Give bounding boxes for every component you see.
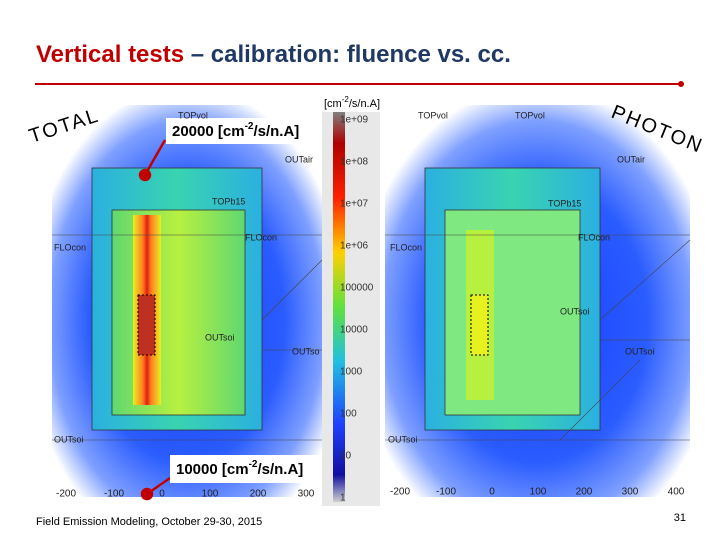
- page-number: 31: [674, 512, 686, 524]
- annotation-box: [166, 118, 320, 144]
- right-simulation: [385, 105, 691, 497]
- colorbar-label: 10000: [340, 325, 368, 336]
- colorbar-label: 1000: [340, 367, 363, 378]
- axis-label: 300: [622, 487, 639, 498]
- colorbar-unit: [cm-2/s/n.A]: [324, 95, 380, 110]
- annotation-box: [170, 455, 322, 483]
- annotation-sup: -2: [245, 121, 254, 132]
- region-label: FLOcon: [245, 232, 277, 242]
- axis-label: 0: [489, 487, 495, 498]
- annotation: 10000 [cm-2/s/n.A]: [176, 459, 303, 478]
- axis-label: -100: [436, 487, 456, 498]
- colorbar-label: 100: [340, 409, 357, 420]
- region-label: TOPvol: [418, 110, 448, 120]
- region-label: OUTsoi: [54, 434, 84, 444]
- region-label: OUTair: [617, 154, 645, 164]
- arrow: [140, 476, 171, 501]
- rule-dot: [678, 81, 684, 87]
- colorbar-label: 1: [340, 493, 346, 504]
- boundary: [559, 359, 641, 441]
- axis-label: -200: [56, 489, 76, 500]
- axis-label: -200: [390, 487, 410, 498]
- axis-label: -100: [104, 489, 124, 500]
- region-label: TOPb15: [548, 198, 581, 208]
- region-label: FLOcon: [578, 232, 610, 242]
- colorbar-label: 1e+08: [340, 157, 369, 168]
- region-label: TOPvol: [178, 110, 208, 120]
- cavity: [137, 294, 156, 356]
- boundary: [599, 239, 691, 321]
- unit-box: [314, 96, 390, 112]
- region-label: FLOcon: [54, 242, 86, 252]
- title-highlight: Vertical tests: [36, 41, 184, 68]
- annotation: 20000 [cm-2/s/n.A]: [172, 121, 299, 140]
- axis-label: 200: [250, 489, 267, 500]
- region-label: OUTsoi: [560, 306, 590, 316]
- unit-part: /s/n.A]: [349, 98, 380, 110]
- annotation-part: /s/n.A]: [253, 123, 299, 140]
- vessel: [111, 209, 246, 416]
- colorbar-label: 10: [340, 451, 352, 462]
- axis-label: 300: [298, 489, 315, 500]
- title-rest: – calibration: fluence vs. cc.: [184, 41, 511, 68]
- colorbar-label: 1e+06: [340, 241, 369, 252]
- cavity: [470, 294, 489, 356]
- annotation-sup: -2: [249, 459, 258, 470]
- left-simulation: [52, 105, 323, 497]
- unit-part: [cm: [324, 98, 342, 110]
- colorbar-label: 1e+09: [340, 115, 369, 126]
- annotation-part: 10000 [cm: [176, 461, 249, 478]
- axis-label: 100: [202, 489, 219, 500]
- axis-label: 0: [159, 489, 165, 500]
- colorbar: [333, 112, 345, 502]
- title: Vertical tests – calibration: fluence vs…: [36, 41, 511, 68]
- region-label: OUTsoi: [205, 332, 235, 342]
- axis-label: 400: [668, 487, 685, 498]
- region-label: OUTsoi: [388, 434, 418, 444]
- region-label: OUTso: [292, 346, 320, 356]
- axis-label: 200: [576, 487, 593, 498]
- region-label: TOPb15: [212, 196, 245, 206]
- arrow: [138, 139, 167, 182]
- unit-sup: -2: [342, 95, 350, 104]
- region-label: FLOcon: [390, 242, 422, 252]
- annotation-part: /s/n.A]: [257, 461, 303, 478]
- boundary: [261, 259, 323, 321]
- region-label: TOPvol: [515, 110, 545, 120]
- axis-label: 100: [530, 487, 547, 498]
- region-label: OUTair: [285, 154, 313, 164]
- region-label: OUTsoi: [625, 346, 655, 356]
- colorbar-panel: [322, 108, 380, 506]
- footer: Field Emission Modeling, October 29-30, …: [36, 516, 262, 528]
- colorbar-label: 100000: [340, 283, 374, 294]
- colorbar-label: 1e+07: [340, 199, 369, 210]
- annotation-part: 20000 [cm: [172, 123, 245, 140]
